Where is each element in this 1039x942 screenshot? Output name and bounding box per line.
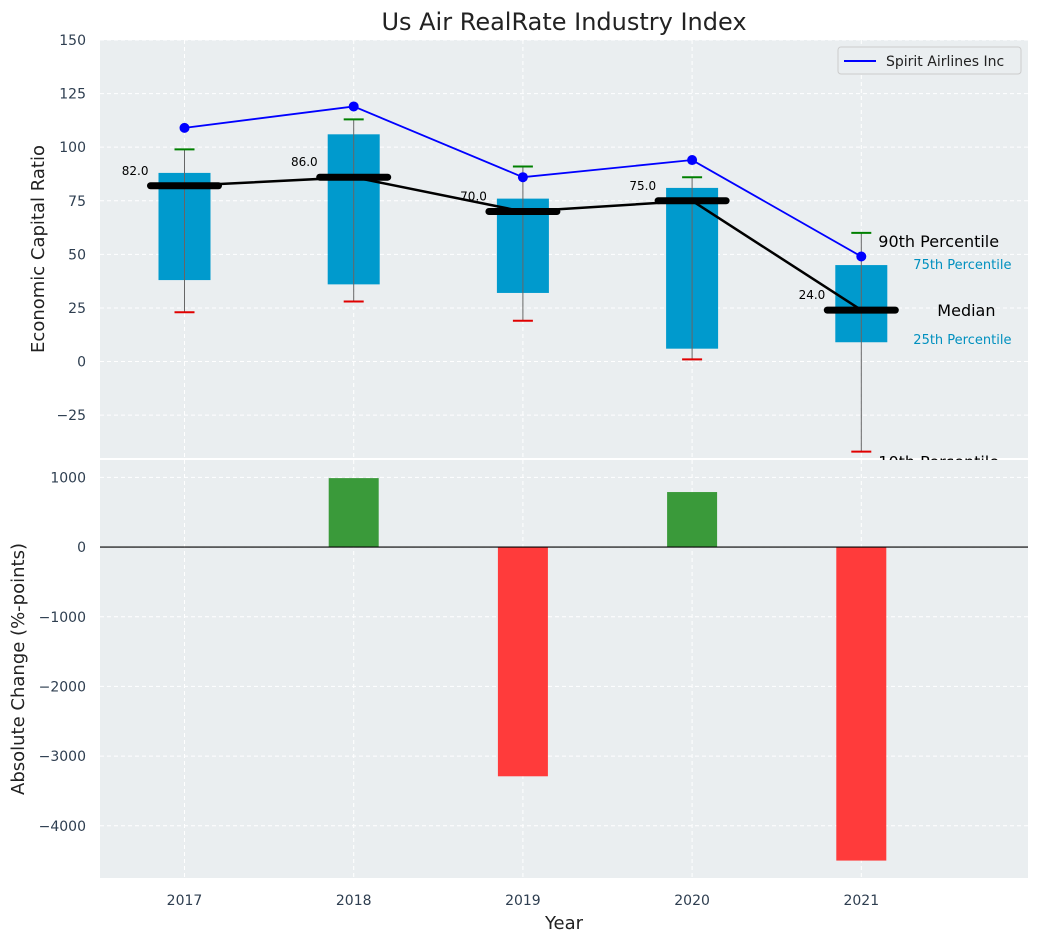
median-trend xyxy=(184,175,862,312)
bottom-y-tick-label: 0 xyxy=(77,540,86,556)
positive-change-bar xyxy=(328,478,379,548)
company-point xyxy=(687,155,698,166)
median-value-label: 24.0 xyxy=(799,288,826,302)
x-axis-label: Year xyxy=(544,913,584,934)
company-point xyxy=(517,172,528,183)
positive-change-bar xyxy=(667,492,718,548)
x-tick-labels: 2017 2018 2019 2020 2021 xyxy=(167,893,879,909)
top-y-tick-labels: −25 0 25 50 75 100 125 150 xyxy=(56,33,86,424)
top-y-tick-label: 0 xyxy=(77,355,86,371)
top-panel-background xyxy=(100,40,1028,458)
bottom-y-tick-label: 1000 xyxy=(50,470,86,486)
p75-annotation: 75th Percentile xyxy=(913,258,1011,273)
top-y-tick-label: 125 xyxy=(59,87,86,103)
bottom-y-tick-label: −1000 xyxy=(39,610,86,626)
legend-box xyxy=(837,46,1022,75)
x-tick-label: 2018 xyxy=(336,893,372,909)
median-value-label: 82.0 xyxy=(122,164,149,178)
bottom-y-tick-label: −2000 xyxy=(39,679,86,695)
x-tick-label: 2021 xyxy=(843,893,879,909)
p25-annotation: 25th Percentile xyxy=(913,333,1011,348)
top-y-tick-label: 50 xyxy=(68,247,86,263)
company-point xyxy=(348,101,359,112)
top-y-tick-label: −25 xyxy=(56,408,86,424)
bottom-y-tick-labels: −4000 −3000 −2000 −1000 0 1000 xyxy=(39,470,86,834)
x-tick-label: 2017 xyxy=(167,893,203,909)
percentile-boxes: 82.086.070.075.024.0 xyxy=(122,118,899,453)
legend-entry-label: Spirit Airlines Inc xyxy=(886,54,1004,70)
top-y-tick-label: 150 xyxy=(59,33,86,49)
company-series xyxy=(179,101,867,262)
bottom-y-tick-label: −4000 xyxy=(39,819,86,835)
change-bars xyxy=(328,478,887,861)
bottom-panel-background xyxy=(100,460,1028,878)
median-annotation: Median xyxy=(937,301,995,320)
bottom-y-tick-label: −3000 xyxy=(39,749,86,765)
median-value-label: 86.0 xyxy=(291,155,318,169)
company-point xyxy=(856,251,867,262)
median-trend-line xyxy=(184,175,862,312)
x-tick-label: 2020 xyxy=(674,893,710,909)
negative-change-bar xyxy=(497,547,548,777)
p90-annotation: 90th Percentile xyxy=(878,232,999,251)
top-y-tick-label: 75 xyxy=(68,194,86,210)
company-point xyxy=(179,122,190,133)
top-y-tick-label: 25 xyxy=(68,301,86,317)
x-tick-label: 2019 xyxy=(505,893,541,909)
chart-title: Us Air RealRate Industry Index xyxy=(381,8,746,36)
top-y-axis-label: Economic Capital Ratio xyxy=(28,145,49,353)
top-y-tick-label: 100 xyxy=(59,140,86,156)
median-value-label: 75.0 xyxy=(629,179,656,193)
legend: Spirit Airlines Inc xyxy=(837,46,1022,75)
bottom-y-axis-label: Absolute Change (%-points) xyxy=(8,543,29,795)
negative-change-bar xyxy=(836,547,887,861)
top-grid xyxy=(100,39,1028,458)
